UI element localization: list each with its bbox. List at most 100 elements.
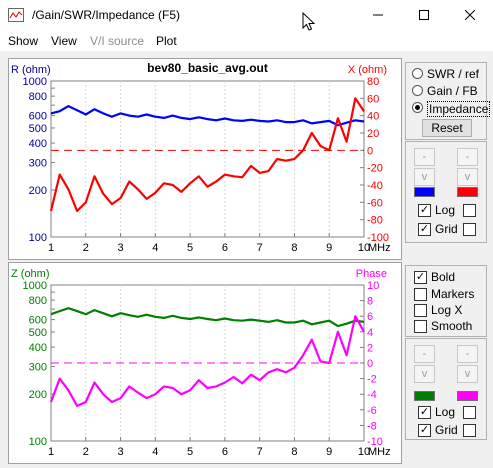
right-scale-down-button[interactable]: v	[457, 365, 478, 383]
checkbox-label: Grid	[435, 423, 458, 437]
bottom-chart-panel: 1000 800 600 500 400 300 200 100 10 8 6 4 2 0 -2 -4 -6 -8…	[8, 262, 402, 464]
right-tick-label: 0	[367, 145, 373, 157]
left-scale-up-button[interactable]: -	[414, 345, 435, 363]
x-unit-label: MHz	[368, 242, 391, 254]
left-tick-label: 800	[29, 91, 47, 103]
right-tick-label: 8	[367, 296, 373, 308]
radio-label: SWR / ref	[427, 67, 480, 81]
minimize-button[interactable]	[355, 0, 401, 31]
x-tick-label: 9	[326, 242, 332, 254]
checkbox-box: ✓	[414, 271, 427, 284]
x-tick-label: 9	[326, 446, 332, 458]
right-tick-label: 10	[367, 280, 379, 292]
right-tick-label: 4	[367, 327, 373, 339]
checkbox-label: Log	[435, 405, 456, 419]
checkbox-label: Smooth	[431, 319, 473, 333]
chart-title: bev80_basic_avg.out	[147, 61, 268, 75]
radio-circle	[412, 85, 423, 96]
right-scale-up-button[interactable]: -	[457, 345, 478, 363]
right-grid-checkbox[interactable]	[463, 223, 476, 236]
right-log-checkbox[interactable]	[463, 204, 476, 217]
left-scale-down-button[interactable]: v	[414, 365, 435, 383]
right-series-line	[49, 97, 365, 213]
x-tick-label: 1	[48, 242, 54, 254]
left-series-line	[50, 104, 365, 127]
right-axis-title: Phase	[356, 268, 387, 280]
close-button[interactable]	[447, 0, 493, 31]
reset-button[interactable]: Reset	[422, 119, 472, 137]
right-tick-label: 60	[367, 93, 379, 105]
x-tick-label: 6	[222, 446, 228, 458]
right-tick-label: -40	[367, 180, 383, 192]
checkbox-label: Bold	[431, 270, 456, 284]
x-tick-label: 10	[358, 242, 370, 254]
left-tick-label: 1000	[23, 280, 47, 292]
radio-label: Impedance	[427, 101, 491, 117]
left-tick-label: 1000	[23, 76, 47, 88]
left-color-swatch[interactable]	[414, 187, 435, 197]
right-color-swatch[interactable]	[457, 391, 478, 401]
checkbox-box: ✓	[418, 424, 431, 437]
x-tick-label: 4	[152, 446, 158, 458]
checkbox-box	[414, 304, 427, 317]
close-icon	[465, 10, 475, 20]
left-tick-label: 600	[29, 315, 47, 327]
left-tick-label: 300	[29, 158, 47, 170]
left-tick-label: 200	[29, 389, 47, 401]
left-scale-down-button[interactable]: v	[414, 168, 435, 186]
right-color-swatch[interactable]	[457, 187, 478, 197]
x-tick-label: 4	[152, 242, 158, 254]
right-series-line	[49, 315, 365, 407]
menu-plot[interactable]: Plot	[156, 34, 177, 48]
top-chart: 1000800600500400300200100806040200-20-40…	[11, 61, 391, 254]
left-tick-label: 100	[29, 232, 47, 244]
right-tick-label: 2	[367, 342, 373, 354]
left-axis-title: Z (ohm)	[11, 268, 50, 280]
bottom-axis-controls: - - v v ✓ Log ✓ Grid	[405, 338, 487, 440]
checkbox-box: ✓	[418, 223, 431, 236]
right-axis-title: X (ohm)	[348, 64, 387, 76]
checkbox-label: Markers	[431, 287, 475, 301]
radio-circle	[412, 102, 423, 113]
right-tick-label: 80	[367, 76, 379, 88]
x-tick-label: 2	[83, 242, 89, 254]
right-tick-label: -20	[367, 163, 383, 175]
menu-bar: Show View V/I source Plot	[0, 31, 493, 51]
x-tick-label: 7	[257, 446, 263, 458]
left-tick-label: 100	[29, 436, 47, 448]
right-tick-label: 20	[367, 128, 379, 140]
window-title: /Gain/SWR/Impedance (F5)	[32, 8, 181, 22]
maximize-icon	[419, 10, 429, 20]
right-log-checkbox[interactable]	[463, 406, 476, 419]
left-tick-label: 400	[29, 342, 47, 354]
menu-view[interactable]: View	[51, 34, 77, 48]
checkbox-box	[414, 320, 427, 333]
right-tick-label: -80	[367, 215, 383, 227]
right-scale-up-button[interactable]: -	[457, 148, 478, 166]
display-options-group: ✓ Bold Markers Log X Smooth	[405, 265, 487, 337]
left-axis-title: R (ohm)	[11, 64, 51, 76]
left-tick-label: 800	[29, 295, 47, 307]
right-tick-label: -100	[367, 232, 389, 244]
left-color-swatch[interactable]	[414, 391, 435, 401]
menu-show[interactable]: Show	[8, 34, 39, 48]
right-tick-label: -4	[367, 389, 377, 401]
top-chart-panel: 1000 800 600 500 400 300 200 100 80 60 40 20 0 -20 -40…	[8, 58, 402, 260]
right-scale-down-button[interactable]: v	[457, 168, 478, 186]
right-tick-label: -8	[367, 420, 377, 432]
left-tick-label: 400	[29, 138, 47, 150]
right-grid-checkbox[interactable]	[463, 424, 476, 437]
x-tick-label: 5	[187, 242, 193, 254]
x-tick-label: 8	[291, 446, 297, 458]
left-tick-label: 200	[29, 185, 47, 197]
top-axis-controls: - - v v ✓ Log ✓ Grid	[405, 141, 487, 243]
checkbox-label: Grid	[435, 222, 458, 236]
maximize-button[interactable]	[401, 0, 447, 31]
left-series-line	[50, 307, 365, 328]
x-tick-label: 7	[257, 242, 263, 254]
minimize-icon	[373, 14, 383, 16]
left-scale-up-button[interactable]: -	[414, 148, 435, 166]
x-tick-label: 8	[291, 242, 297, 254]
menu-vi-source[interactable]: V/I source	[90, 34, 145, 48]
